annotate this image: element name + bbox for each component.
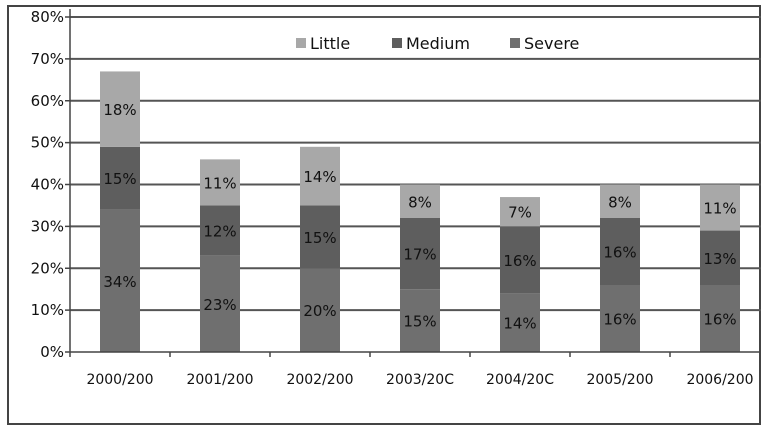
data-label: 16% [603, 244, 636, 262]
data-label: 16% [603, 311, 636, 329]
data-label: 23% [203, 296, 236, 314]
bar-segment-medium [300, 205, 340, 269]
data-label: 14% [503, 315, 536, 333]
data-label: 20% [303, 302, 336, 320]
data-label: 15% [403, 313, 436, 331]
y-tick-label: 80% [31, 8, 64, 26]
x-tick-label: 2002/200 [286, 372, 353, 388]
y-tick-label: 0% [40, 343, 64, 361]
legend-swatch-medium [392, 38, 402, 48]
bar-segment-medium [700, 230, 740, 285]
data-label: 15% [103, 170, 136, 188]
bar-segment-severe [500, 293, 540, 352]
bar-segment-severe [100, 209, 140, 352]
bar-segment-medium [100, 146, 140, 210]
data-label: 18% [103, 101, 136, 119]
bar-segment-medium [400, 218, 440, 290]
y-tick-label: 60% [31, 92, 64, 110]
data-label: 17% [403, 246, 436, 264]
bar-segment-severe [200, 255, 240, 352]
legend-label-medium: Medium [406, 34, 470, 53]
data-label: 16% [703, 311, 736, 329]
bar-segment-severe [700, 285, 740, 352]
x-tick-label: 2003/20C [386, 372, 454, 388]
data-labels: 34% 15% 18% 23% 12% 11% 20% 15% 14% 15% 17% 8% 14% 16… [103, 101, 736, 333]
bar-segment-medium [200, 205, 240, 256]
legend-label-little: Little [310, 34, 350, 53]
axes: 0% 10% 20% 30% 40% 50% 60% 70% 80% 2000/200 2001/2… [31, 8, 761, 388]
bar-segment-little [500, 197, 540, 227]
data-label: 11% [703, 200, 736, 218]
bar-segment-medium [600, 218, 640, 285]
y-tick-label: 10% [31, 301, 64, 319]
bar-segment-severe [400, 289, 440, 352]
x-tick-label: 2006/200 [686, 372, 753, 388]
y-tick-label: 50% [31, 134, 64, 152]
bar-segment-severe [600, 285, 640, 352]
bar-segment-little [700, 184, 740, 231]
gridlines [70, 16, 761, 312]
data-label: 8% [408, 193, 432, 211]
bar-segment-little [400, 184, 440, 218]
legend-swatch-severe [510, 38, 520, 48]
data-label: 14% [303, 168, 336, 186]
legend: Little Medium Severe [296, 34, 579, 53]
legend-label-severe: Severe [524, 34, 579, 53]
legend-swatch-little [296, 38, 306, 48]
y-tick-label: 20% [31, 259, 64, 277]
x-tick-label: 2005/200 [586, 372, 653, 388]
y-tick-label: 30% [31, 217, 64, 235]
bars [100, 71, 740, 352]
data-label: 8% [608, 193, 632, 211]
x-tick-label: 2000/200 [86, 372, 153, 388]
y-tick-label: 40% [31, 176, 64, 194]
data-label: 15% [303, 229, 336, 247]
data-label: 13% [703, 250, 736, 268]
x-tick-label: 2004/20C [486, 372, 554, 388]
data-label: 34% [103, 273, 136, 291]
bar-segment-little [600, 184, 640, 218]
bar-segment-little [300, 146, 340, 206]
y-tick-label: 70% [31, 50, 64, 68]
data-label: 12% [203, 223, 236, 241]
data-label: 7% [508, 204, 532, 222]
data-label: 11% [203, 174, 236, 192]
bar-segment-medium [500, 226, 540, 294]
x-tick-label: 2001/200 [186, 372, 253, 388]
bar-segment-little [100, 71, 140, 147]
bar-segment-severe [300, 268, 340, 352]
data-label: 16% [503, 252, 536, 270]
bar-segment-little [200, 159, 240, 206]
